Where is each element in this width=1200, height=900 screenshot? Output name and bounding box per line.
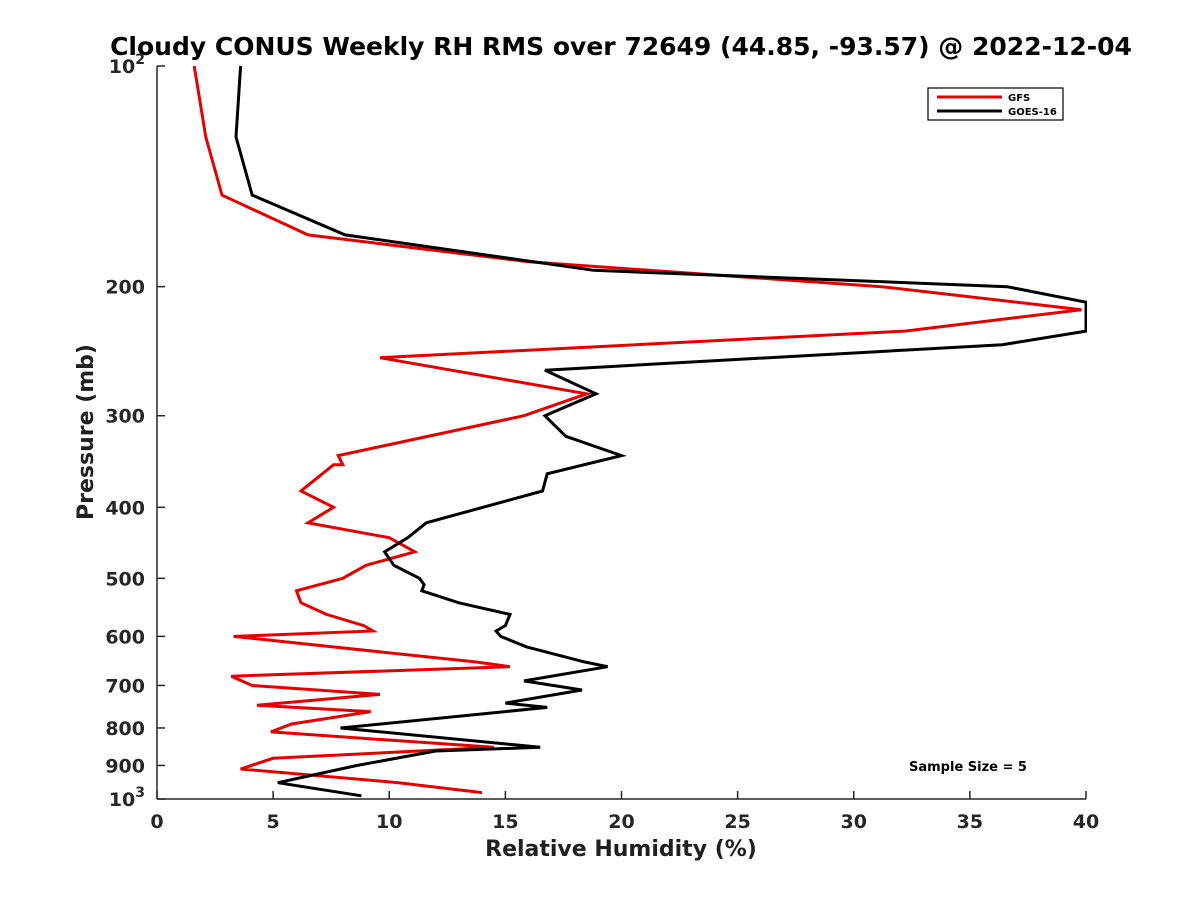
x-tick-label: 30	[841, 811, 867, 833]
legend-label-gfs: GFS	[1008, 93, 1030, 104]
y-tick-label: 300	[105, 406, 145, 428]
series-line-goes16	[234, 65, 1087, 798]
x-tick-label: 20	[608, 811, 634, 833]
x-tick-label: 25	[724, 811, 750, 833]
y-tick-label: 102	[109, 52, 145, 78]
series-line-gfs	[192, 65, 1082, 795]
sample-size-annotation: Sample Size = 5	[909, 760, 1027, 775]
legend-label-goes16: GOES-16	[1008, 107, 1057, 118]
y-ticks: 102 200 300 400 500 600 700 800 900 103	[105, 52, 165, 811]
y-tick-label: 700	[105, 675, 145, 697]
y-tick-label: 103	[109, 785, 145, 811]
series-group	[192, 65, 1087, 798]
x-tick-label: 0	[150, 811, 163, 833]
x-tick-label: 10	[376, 811, 402, 833]
x-tick-label: 15	[492, 811, 518, 833]
x-tick-label: 40	[1073, 811, 1099, 833]
chart-title: Cloudy CONUS Weekly RH RMS over 72649 (4…	[110, 32, 1132, 61]
y-tick-label: 400	[105, 497, 145, 519]
plot-area	[157, 66, 1086, 799]
plot-frame	[157, 66, 1086, 799]
x-tick-label: 5	[267, 811, 280, 833]
y-tick-label: 600	[105, 626, 145, 648]
y-tick-label: 800	[105, 718, 145, 740]
x-axis-label: Relative Humidity (%)	[485, 837, 757, 862]
y-tick-label: 200	[105, 277, 145, 299]
legend: GFS GOES-16	[927, 87, 1064, 121]
y-tick-label: 500	[105, 568, 145, 590]
y-axis-label: Pressure (mb)	[74, 344, 99, 520]
x-tick-label: 35	[957, 811, 983, 833]
legend-box	[927, 87, 1064, 121]
y-tick-label: 900	[105, 755, 145, 777]
x-ticks: 0 5 10 15 20 25 30 35 40	[150, 791, 1099, 833]
